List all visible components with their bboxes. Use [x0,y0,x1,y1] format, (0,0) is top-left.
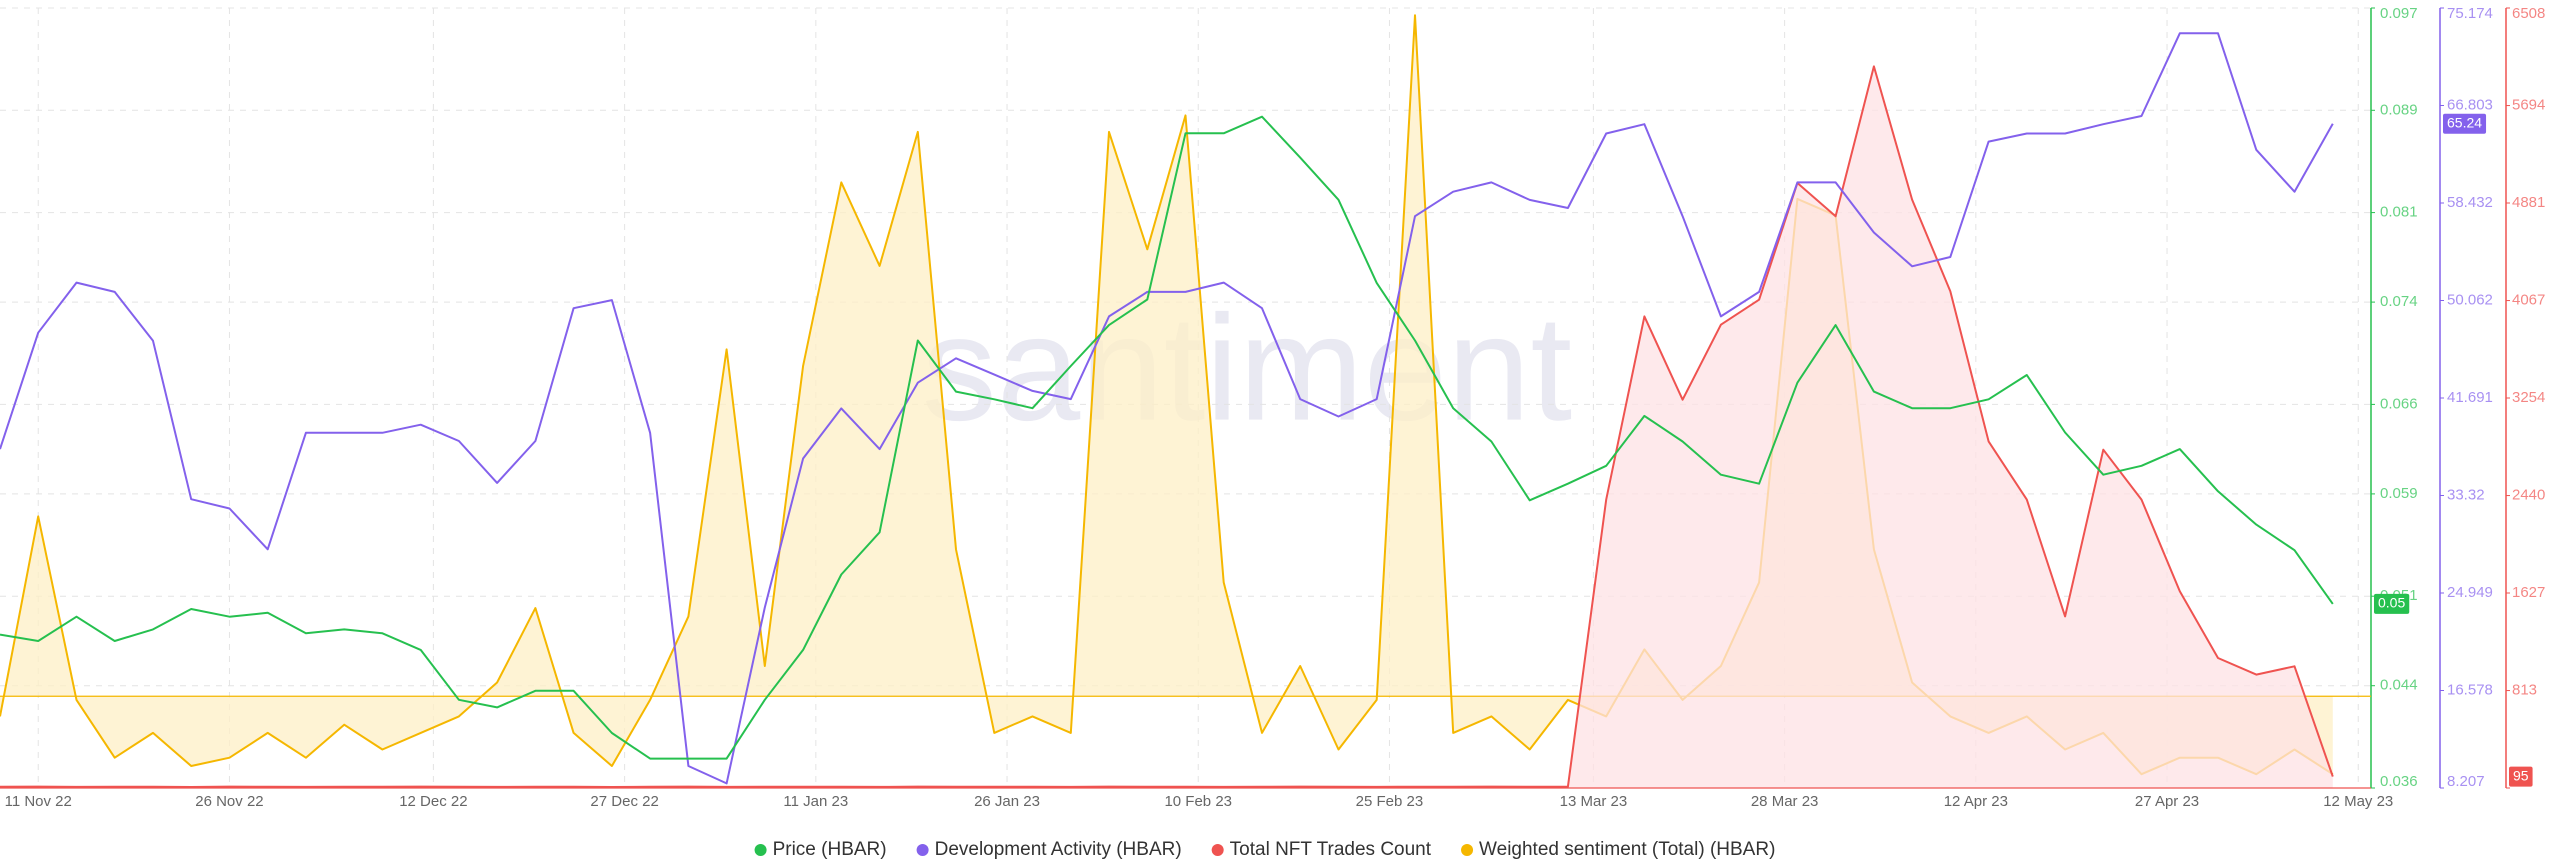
value-badge: 95 [2509,766,2533,787]
series-area [0,15,2333,775]
x-tick-label: 13 Mar 23 [1560,793,1628,810]
series-line [0,115,2334,760]
y-tick-label-y: 0.059 [2380,485,2418,502]
x-tick-label: 12 May 23 [2323,793,2393,810]
legend-swatch [916,844,929,856]
value-badge-label: 95 [2513,767,2529,783]
y-tick-label-y3: 4881 [2512,194,2545,211]
x-tick-label: 26 Nov 22 [195,793,263,810]
y-tick-label-y2: 33.32 [2447,486,2485,503]
y-tick-label-y: 0.066 [2380,395,2418,412]
y-tick-label-y3: 813 [2512,682,2537,699]
x-tick-label: 12 Dec 22 [399,793,467,810]
legend-swatch [1211,844,1224,856]
y-tick-label-y2: 50.062 [2447,291,2493,308]
y-tick-label-y: 0.081 [2380,204,2418,221]
y-tick-label-y2: 24.949 [2447,584,2493,601]
y-tick-label-y2: 16.578 [2447,681,2493,698]
value-badge: 0.05 [2374,593,2410,614]
series-line [0,65,2334,788]
x-tick-label: 26 Jan 23 [974,793,1040,810]
y-tick-label-y3: 1627 [2512,584,2545,601]
y-tick-label-y3: 5694 [2512,97,2545,114]
y-tick-label-y2: 58.432 [2447,194,2493,211]
watermark: santiment [922,284,1572,452]
value-badge: 65.24 [2443,113,2487,134]
y-tick-label-y3: 3254 [2512,389,2545,406]
x-tick-label: 25 Feb 23 [1356,793,1424,810]
legend: Price (HBAR) Development Activity (HBAR) T… [754,839,1775,860]
x-tick-label: 11 Nov 22 [5,793,72,810]
legend-swatch [1461,844,1474,856]
y-tick-label-y: 0.036 [2380,773,2418,790]
legend-label: Total NFT Trades Count [1230,839,1432,860]
legend-swatch [754,844,767,856]
value-badge-bg [2374,593,2410,614]
value-badge-label: 65.24 [2447,114,2482,130]
y-tick-label-y3: 2440 [2512,487,2545,504]
x-tick-label: 27 Dec 22 [590,793,658,810]
y-tick-label-y2: 41.691 [2447,389,2493,406]
y-tick-label-y2: 66.803 [2447,96,2493,113]
value-badge-bg [2443,113,2487,134]
y-tick-label-y3: 6508 [2512,5,2545,22]
x-tick-label: 10 Feb 23 [1164,793,1232,810]
x-tick-label: 11 Jan 23 [783,793,848,810]
value-badge-label: 0.05 [2378,595,2405,611]
legend-label: Price (HBAR) [773,839,887,860]
x-tick-label: 12 Apr 23 [1944,793,2008,810]
y-tick-label-y2: 75.174 [2447,5,2493,22]
series-line [0,32,2334,785]
y-tick-label-y: 0.097 [2380,5,2418,22]
x-tick-label: 28 Mar 23 [1751,793,1819,810]
legend-label: Development Activity (HBAR) [935,839,1182,860]
y-tick-label-y2: 8.207 [2447,773,2485,790]
legend-label: Weighted sentiment (Total) (HBAR) [1479,839,1775,860]
value-badge-bg [2509,766,2533,787]
y-tick-label-y3: 4067 [2512,292,2545,309]
y-tick-label-y: 0.074 [2380,293,2418,310]
x-tick-label: 27 Apr 23 [2135,793,2199,810]
series-area [0,66,2333,788]
y-tick-label-y: 0.089 [2380,101,2418,118]
y-tick-label-y: 0.044 [2380,677,2418,694]
